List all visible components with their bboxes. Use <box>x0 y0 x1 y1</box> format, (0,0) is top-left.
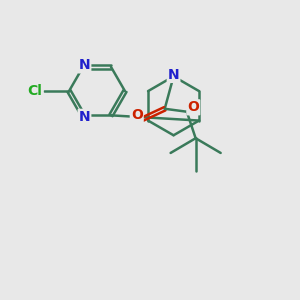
Text: O: O <box>187 100 199 114</box>
Text: N: N <box>168 68 179 82</box>
Text: Cl: Cl <box>28 84 43 98</box>
Text: O: O <box>131 108 143 122</box>
Text: N: N <box>79 58 90 72</box>
Text: N: N <box>79 110 90 124</box>
